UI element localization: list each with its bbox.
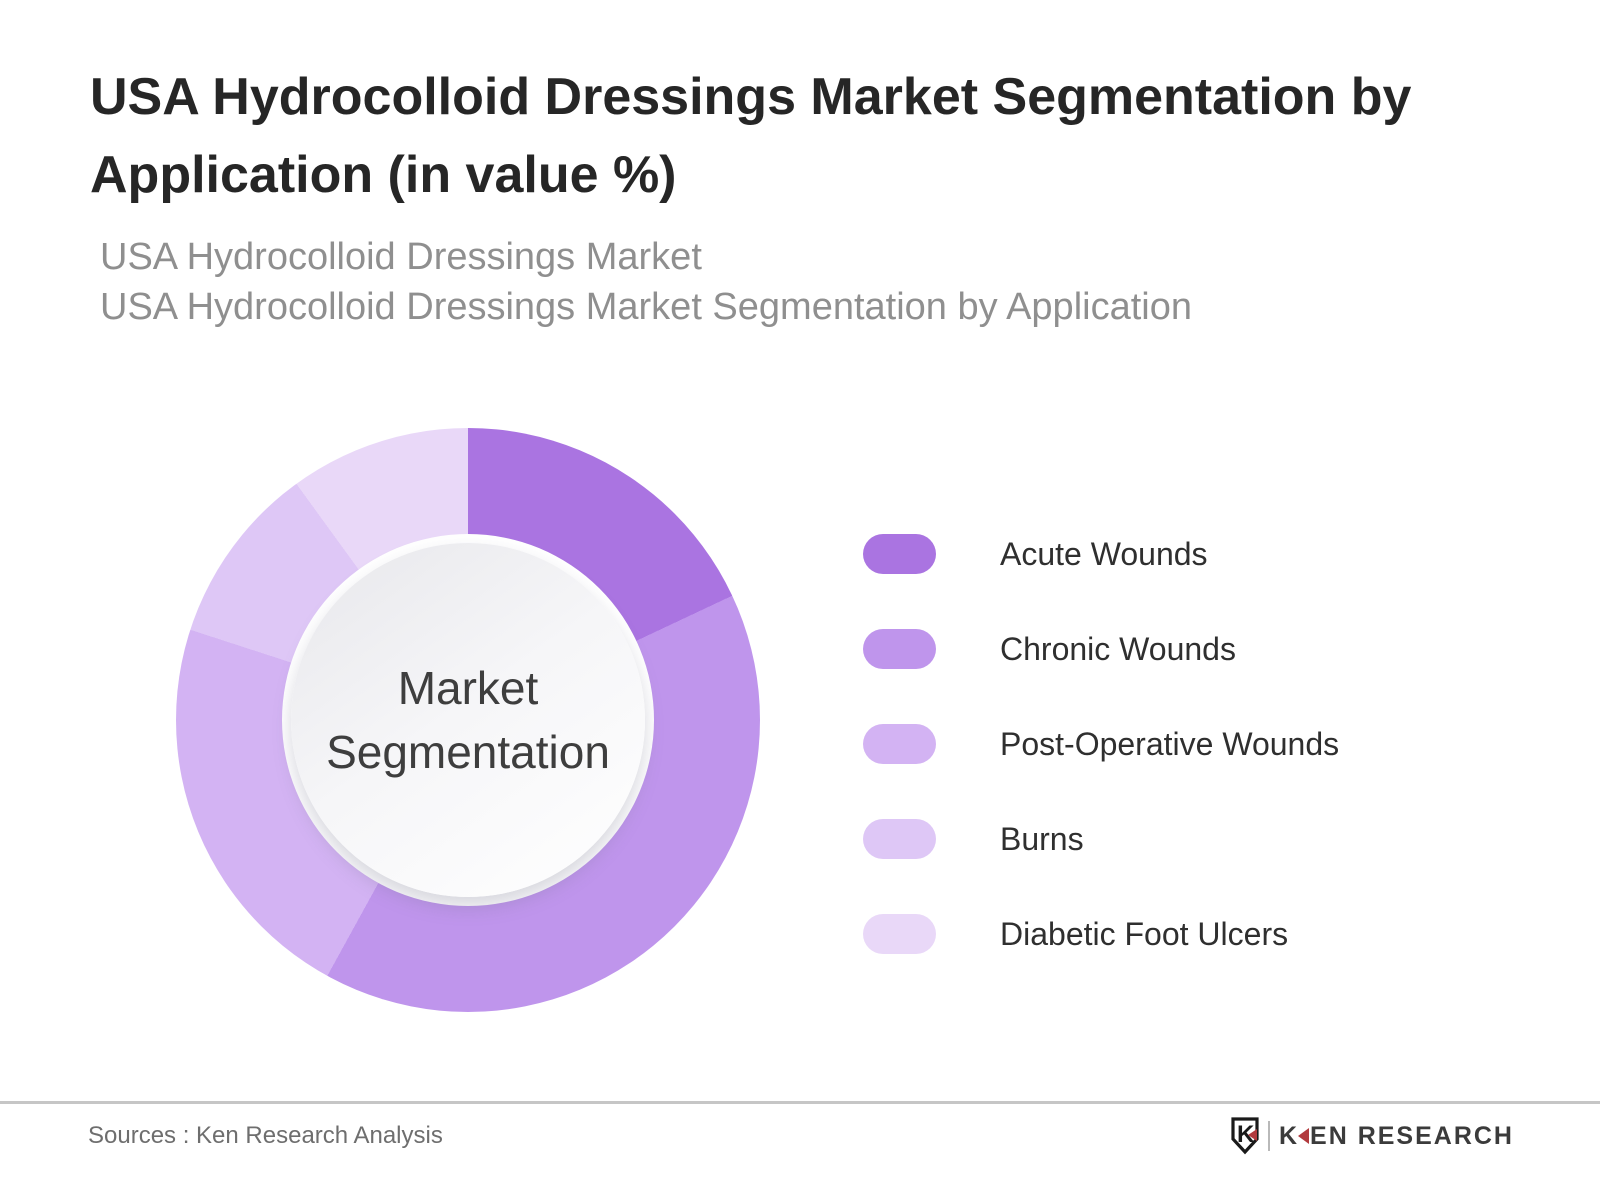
legend-item: Chronic Wounds (863, 629, 1339, 669)
legend: Acute Wounds Chronic Wounds Post-Operati… (863, 534, 1339, 1009)
legend-item: Post-Operative Wounds (863, 724, 1339, 764)
legend-label: Chronic Wounds (1000, 630, 1236, 667)
ken-research-wordmark: K EN RESEARCH (1279, 1122, 1514, 1151)
donut-center-label: Market Segmentation (326, 656, 610, 784)
legend-item: Diabetic Foot Ulcers (863, 914, 1339, 954)
legend-swatch (863, 629, 936, 669)
chart-subtitles: USA Hydrocolloid Dressings Market USA Hy… (100, 232, 1500, 332)
chart-title: USA Hydrocolloid Dressings Market Segmen… (90, 68, 1412, 204)
wordmark-k: K (1278, 1121, 1300, 1150)
legend-swatch (863, 819, 936, 859)
legend-item: Burns (863, 819, 1339, 859)
svg-text:K: K (1237, 1121, 1255, 1148)
footer-divider (0, 1101, 1600, 1104)
legend-label: Diabetic Foot Ulcers (1000, 915, 1289, 952)
legend-item: Acute Wounds (863, 534, 1339, 574)
ken-research-logo: K K EN RESEARCH (1229, 1116, 1514, 1156)
ken-research-shield-icon: K (1231, 1117, 1259, 1155)
legend-swatch (863, 724, 936, 764)
legend-swatch (863, 534, 936, 574)
donut-center-disc: Market Segmentation (291, 543, 645, 897)
subtitle-line-2: USA Hydrocolloid Dressings Market Segmen… (100, 286, 1192, 328)
legend-label: Burns (1000, 820, 1084, 857)
legend-label: Acute Wounds (1000, 535, 1208, 572)
subtitle-line-1: USA Hydrocolloid Dressings Market (100, 236, 702, 278)
donut-center-label-line2: Segmentation (326, 726, 610, 778)
source-text: Sources : Ken Research Analysis (88, 1122, 443, 1149)
logo-divider (1267, 1121, 1270, 1151)
legend-swatch (863, 914, 936, 954)
donut-center-label-line1: Market (397, 662, 539, 714)
wordmark-rest: EN RESEARCH (1310, 1121, 1514, 1150)
wordmark-red-arrow-icon (1298, 1128, 1310, 1144)
legend-label: Post-Operative Wounds (1000, 725, 1340, 762)
